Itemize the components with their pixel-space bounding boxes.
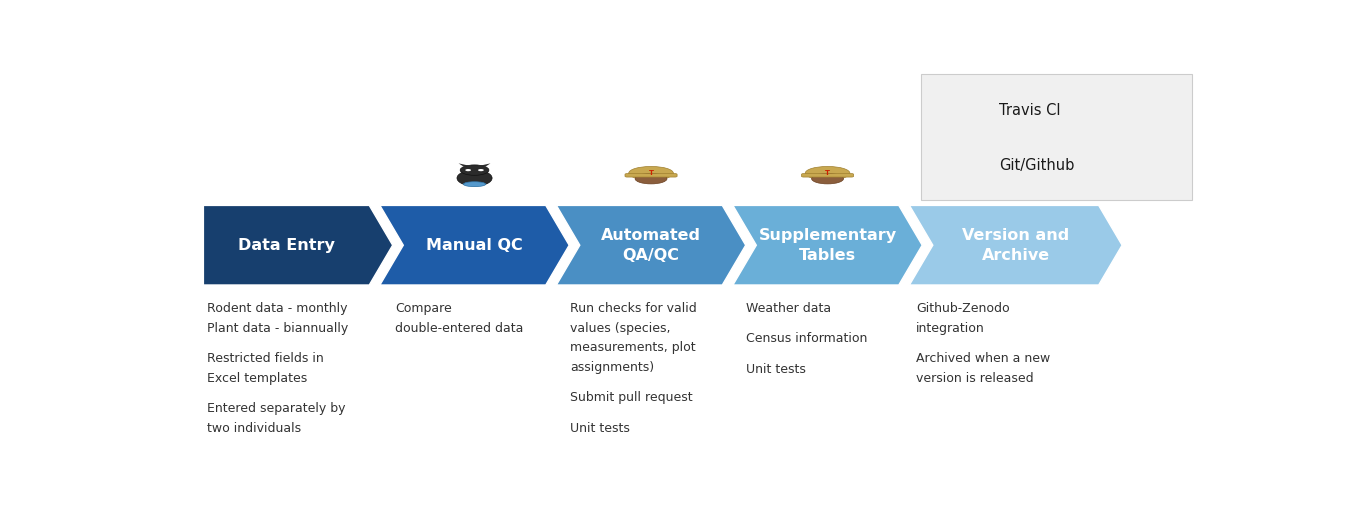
Ellipse shape bbox=[952, 169, 965, 172]
Ellipse shape bbox=[465, 169, 471, 171]
Text: Version and
Archive: Version and Archive bbox=[962, 228, 1069, 262]
Polygon shape bbox=[380, 206, 569, 285]
Text: Plant data - biannually: Plant data - biannually bbox=[207, 322, 348, 335]
Text: Supplementary
Tables: Supplementary Tables bbox=[759, 228, 897, 262]
Text: Run checks for valid: Run checks for valid bbox=[571, 302, 697, 315]
Text: Weather data: Weather data bbox=[746, 302, 831, 315]
Text: Data Entry: Data Entry bbox=[237, 237, 335, 253]
Text: values (species,: values (species, bbox=[571, 322, 671, 335]
Ellipse shape bbox=[945, 104, 971, 112]
Text: double-entered data: double-entered data bbox=[395, 322, 523, 335]
Text: Census information: Census information bbox=[746, 332, 867, 346]
Text: T: T bbox=[956, 105, 960, 111]
FancyBboxPatch shape bbox=[921, 74, 1192, 200]
Text: Rodent data - monthly: Rodent data - monthly bbox=[207, 302, 347, 315]
FancyBboxPatch shape bbox=[626, 174, 678, 177]
Ellipse shape bbox=[812, 173, 844, 184]
Ellipse shape bbox=[805, 166, 849, 180]
Text: Restricted fields in: Restricted fields in bbox=[207, 352, 324, 365]
Polygon shape bbox=[458, 163, 469, 166]
Polygon shape bbox=[557, 206, 746, 285]
Text: Manual QC: Manual QC bbox=[427, 237, 523, 253]
Text: Excel templates: Excel templates bbox=[207, 372, 307, 385]
Ellipse shape bbox=[952, 161, 956, 162]
Ellipse shape bbox=[949, 109, 967, 115]
Polygon shape bbox=[479, 163, 491, 166]
Polygon shape bbox=[949, 157, 955, 160]
FancyBboxPatch shape bbox=[801, 174, 853, 177]
Ellipse shape bbox=[635, 173, 667, 184]
Text: integration: integration bbox=[916, 322, 985, 335]
FancyBboxPatch shape bbox=[941, 108, 975, 111]
Ellipse shape bbox=[457, 170, 493, 186]
Text: T: T bbox=[825, 170, 830, 175]
Text: T: T bbox=[649, 170, 653, 175]
Ellipse shape bbox=[477, 169, 484, 171]
Ellipse shape bbox=[993, 166, 1039, 180]
Text: Automated
QA/QC: Automated QA/QC bbox=[601, 228, 701, 262]
Polygon shape bbox=[733, 206, 922, 285]
Text: Unit tests: Unit tests bbox=[571, 422, 630, 435]
Ellipse shape bbox=[948, 162, 969, 171]
Ellipse shape bbox=[1000, 173, 1032, 184]
Text: Unit tests: Unit tests bbox=[746, 363, 805, 376]
Polygon shape bbox=[962, 157, 967, 160]
Ellipse shape bbox=[949, 158, 967, 165]
Text: Compare: Compare bbox=[395, 302, 451, 315]
Text: assignments): assignments) bbox=[571, 361, 654, 374]
Text: Archived when a new: Archived when a new bbox=[916, 352, 1050, 365]
Text: two individuals: two individuals bbox=[207, 422, 300, 435]
Text: version is released: version is released bbox=[916, 372, 1033, 385]
Text: Github-Zenodo: Github-Zenodo bbox=[916, 302, 1010, 315]
Text: measurements, plot: measurements, plot bbox=[571, 341, 696, 355]
Text: Git/Github: Git/Github bbox=[999, 158, 1074, 173]
Polygon shape bbox=[203, 206, 392, 285]
Ellipse shape bbox=[460, 165, 488, 175]
FancyBboxPatch shape bbox=[989, 174, 1041, 177]
Ellipse shape bbox=[464, 182, 486, 187]
Text: Submit pull request: Submit pull request bbox=[571, 391, 693, 404]
Ellipse shape bbox=[628, 166, 674, 180]
Ellipse shape bbox=[960, 161, 965, 162]
Text: Entered separately by: Entered separately by bbox=[207, 402, 346, 415]
Text: Travis CI: Travis CI bbox=[999, 103, 1061, 118]
Text: T: T bbox=[1014, 170, 1018, 175]
Polygon shape bbox=[910, 206, 1122, 285]
